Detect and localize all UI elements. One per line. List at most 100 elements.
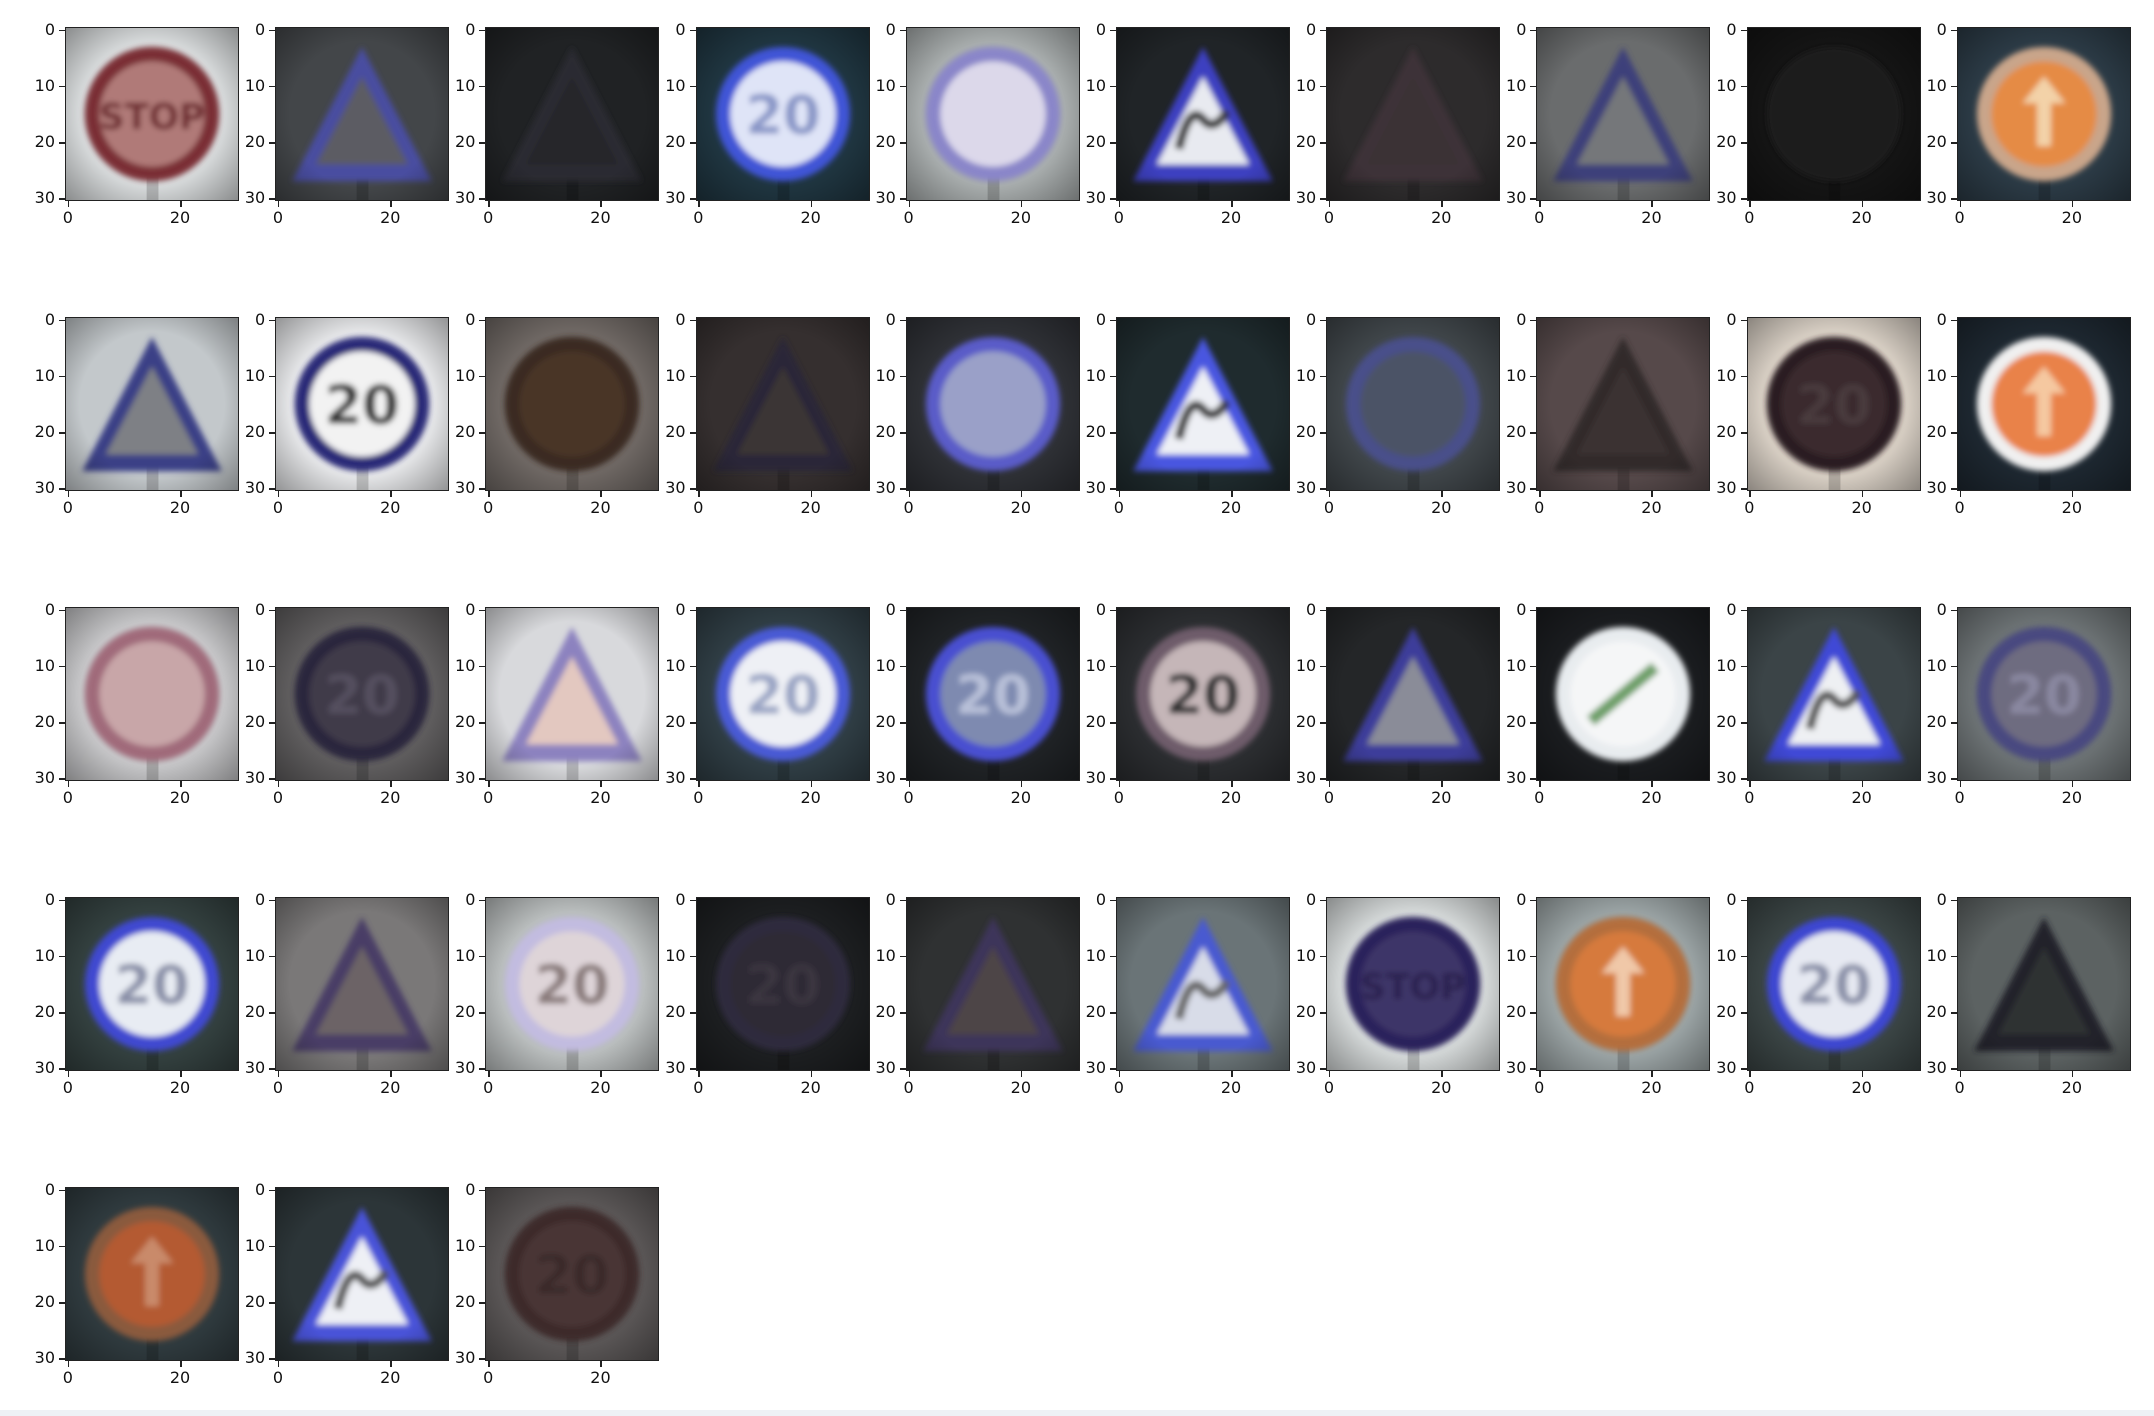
y-tick-label: 20 bbox=[1711, 714, 1737, 730]
x-tick-mark bbox=[811, 201, 813, 207]
y-tick-mark bbox=[269, 488, 275, 490]
x-tick-mark bbox=[1651, 491, 1653, 497]
x-tick-mark bbox=[698, 201, 700, 207]
x-tick-label: 0 bbox=[683, 210, 713, 226]
y-tick-mark bbox=[1110, 198, 1116, 200]
y-tick-label: 20 bbox=[239, 1004, 265, 1020]
sign-image: 20 bbox=[1958, 608, 2130, 780]
y-tick-label: 20 bbox=[449, 424, 475, 440]
x-tick-label: 20 bbox=[796, 210, 826, 226]
y-tick-label: 10 bbox=[1500, 658, 1526, 674]
y-tick-mark bbox=[479, 86, 485, 88]
x-tick-mark bbox=[390, 1071, 392, 1077]
x-tick-label: 20 bbox=[1216, 500, 1246, 516]
y-tick-mark bbox=[900, 666, 906, 668]
y-tick-mark bbox=[1530, 610, 1536, 612]
image-axes bbox=[1957, 317, 2131, 491]
x-tick-label: 20 bbox=[1847, 1080, 1877, 1096]
y-tick-mark bbox=[1110, 666, 1116, 668]
y-tick-label: 20 bbox=[1711, 424, 1737, 440]
y-tick-label: 0 bbox=[870, 892, 896, 908]
y-tick-mark bbox=[690, 1068, 696, 1070]
y-tick-label: 20 bbox=[29, 714, 55, 730]
x-tick-label: 0 bbox=[53, 790, 83, 806]
y-tick-mark bbox=[1320, 376, 1326, 378]
y-tick-label: 10 bbox=[239, 1238, 265, 1254]
y-tick-label: 20 bbox=[1500, 134, 1526, 150]
y-tick-mark bbox=[59, 432, 65, 434]
y-tick-label: 30 bbox=[1080, 1060, 1106, 1076]
y-tick-label: 10 bbox=[239, 948, 265, 964]
x-tick-mark bbox=[698, 491, 700, 497]
x-tick-label: 20 bbox=[1216, 210, 1246, 226]
x-tick-mark bbox=[1539, 201, 1541, 207]
x-tick-mark bbox=[1539, 1071, 1541, 1077]
x-tick-label: 20 bbox=[1847, 790, 1877, 806]
y-tick-mark bbox=[1530, 666, 1536, 668]
y-tick-label: 20 bbox=[1500, 1004, 1526, 1020]
image-panel: 20 0 10 20 30 0 20 bbox=[843, 582, 1053, 792]
y-tick-label: 30 bbox=[1500, 480, 1526, 496]
y-tick-label: 20 bbox=[239, 134, 265, 150]
y-tick-mark bbox=[1320, 432, 1326, 434]
y-tick-mark bbox=[690, 610, 696, 612]
y-tick-mark bbox=[1741, 320, 1747, 322]
y-tick-mark bbox=[1530, 1068, 1536, 1070]
y-tick-mark bbox=[269, 142, 275, 144]
image-panel: 20 0 10 20 30 0 20 bbox=[422, 1162, 632, 1372]
y-tick-label: 10 bbox=[1080, 368, 1106, 384]
y-tick-label: 20 bbox=[1080, 134, 1106, 150]
y-tick-label: 0 bbox=[1500, 312, 1526, 328]
y-tick-label: 20 bbox=[1290, 134, 1316, 150]
x-tick-label: 20 bbox=[796, 1080, 826, 1096]
y-tick-label: 10 bbox=[1921, 78, 1947, 94]
x-tick-mark bbox=[600, 201, 602, 207]
x-tick-label: 0 bbox=[53, 1080, 83, 1096]
y-tick-mark bbox=[1951, 142, 1957, 144]
y-tick-mark bbox=[479, 488, 485, 490]
image-panel: 0 10 20 30 0 20 bbox=[843, 2, 1053, 212]
y-tick-mark bbox=[690, 30, 696, 32]
x-tick-label: 0 bbox=[1314, 1080, 1344, 1096]
y-tick-label: 20 bbox=[449, 1004, 475, 1020]
image-panel: 20 0 10 20 30 0 20 bbox=[1684, 292, 1894, 502]
y-tick-mark bbox=[269, 610, 275, 612]
y-tick-mark bbox=[1320, 1012, 1326, 1014]
x-tick-mark bbox=[2072, 491, 2074, 497]
y-tick-mark bbox=[690, 1012, 696, 1014]
y-tick-label: 10 bbox=[1290, 658, 1316, 674]
y-tick-mark bbox=[269, 1012, 275, 1014]
y-tick-label: 0 bbox=[449, 892, 475, 908]
x-tick-mark bbox=[488, 781, 490, 787]
y-tick-mark bbox=[1741, 956, 1747, 958]
y-tick-label: 20 bbox=[1080, 424, 1106, 440]
y-tick-mark bbox=[59, 320, 65, 322]
y-tick-label: 30 bbox=[29, 770, 55, 786]
y-tick-mark bbox=[59, 376, 65, 378]
y-tick-mark bbox=[269, 1358, 275, 1360]
x-tick-mark bbox=[698, 781, 700, 787]
y-tick-mark bbox=[1110, 900, 1116, 902]
y-tick-label: 20 bbox=[660, 1004, 686, 1020]
y-tick-mark bbox=[1320, 86, 1326, 88]
y-tick-mark bbox=[690, 956, 696, 958]
x-tick-mark bbox=[180, 1071, 182, 1077]
y-tick-mark bbox=[1951, 666, 1957, 668]
y-tick-mark bbox=[59, 900, 65, 902]
x-tick-mark bbox=[1539, 781, 1541, 787]
x-tick-mark bbox=[1862, 1071, 1864, 1077]
x-tick-mark bbox=[600, 491, 602, 497]
x-tick-mark bbox=[1119, 1071, 1121, 1077]
y-tick-label: 30 bbox=[660, 190, 686, 206]
y-tick-mark bbox=[1110, 376, 1116, 378]
x-tick-mark bbox=[1021, 491, 1023, 497]
y-tick-mark bbox=[479, 142, 485, 144]
y-tick-mark bbox=[900, 376, 906, 378]
y-tick-label: 10 bbox=[1290, 368, 1316, 384]
image-panel: 0 10 20 30 0 20 bbox=[843, 292, 1053, 502]
y-tick-label: 0 bbox=[1500, 602, 1526, 618]
y-tick-mark bbox=[479, 432, 485, 434]
y-tick-label: 10 bbox=[870, 948, 896, 964]
y-tick-label: 30 bbox=[239, 770, 265, 786]
x-tick-mark bbox=[1329, 201, 1331, 207]
